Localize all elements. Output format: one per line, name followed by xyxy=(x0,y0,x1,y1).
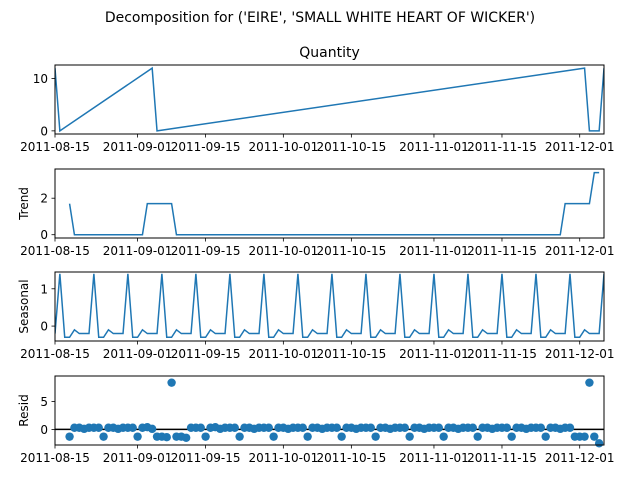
seasonal-x-tick-label: 2011-11-01 xyxy=(399,347,469,361)
seasonal-plot-area xyxy=(55,273,604,339)
resid-point xyxy=(133,432,142,441)
resid-point xyxy=(65,432,74,441)
resid-point xyxy=(230,423,239,432)
resid-point xyxy=(590,432,599,441)
resid-point xyxy=(167,378,176,387)
seasonal-series-line xyxy=(55,273,604,339)
resid-point xyxy=(298,423,307,432)
resid-x-tick-label: 2011-09-15 xyxy=(171,451,241,465)
resid-point xyxy=(439,432,448,441)
observed-plot-area xyxy=(55,66,604,133)
resid-point xyxy=(332,423,341,432)
resid-x-tick-label: 2011-12-01 xyxy=(545,451,615,465)
resid-point xyxy=(366,423,375,432)
resid-x-tick-label: 2011-08-15 xyxy=(20,451,90,465)
trend-ylabel: Trend xyxy=(17,187,31,221)
seasonal-y-tick-label: 0 xyxy=(40,320,48,334)
observed-x-tick-label: 2011-10-01 xyxy=(248,140,318,154)
figure-suptitle: Decomposition for ('EIRE', 'SMALL WHITE … xyxy=(105,10,535,26)
resid-point xyxy=(264,423,273,432)
resid-point xyxy=(196,423,205,432)
resid-point xyxy=(181,433,191,442)
trend-x-tick-label: 2011-08-15 xyxy=(20,244,90,258)
observed-x-tick-label: 2011-09-01 xyxy=(103,140,173,154)
resid-point xyxy=(337,432,346,441)
seasonal-x-tick-label: 2011-11-15 xyxy=(467,347,537,361)
resid-y-tick-label: 0 xyxy=(40,423,48,437)
resid-point xyxy=(565,423,575,432)
resid-point xyxy=(162,433,171,442)
resid-point xyxy=(235,432,244,441)
resid-point xyxy=(585,378,594,387)
seasonal-ylabel: Seasonal xyxy=(17,279,31,333)
resid-point xyxy=(99,432,108,441)
trend-x-tick-label: 2011-09-01 xyxy=(103,244,173,258)
resid-point xyxy=(468,423,478,432)
resid-point xyxy=(128,423,137,432)
resid-point xyxy=(371,432,380,441)
resid-x-tick-label: 2011-11-01 xyxy=(399,451,469,465)
trend-y-tick-label: 2 xyxy=(40,192,48,206)
observed-x-tick-label: 2011-09-15 xyxy=(171,140,241,154)
observed-axes-frame xyxy=(54,64,605,135)
trend-plot-area xyxy=(68,171,600,236)
resid-point xyxy=(507,432,516,441)
observed-x-tick-label: 2011-10-15 xyxy=(316,140,386,154)
resid-x-tick-label: 2011-10-15 xyxy=(316,451,386,465)
seasonal-x-tick-label: 2011-09-01 xyxy=(103,347,173,361)
resid-point xyxy=(541,432,550,441)
resid-ylabel: Resid xyxy=(17,394,31,426)
observed-title: Quantity xyxy=(299,45,360,61)
resid-point xyxy=(147,424,157,434)
seasonal-axes-frame xyxy=(54,271,605,342)
resid-point xyxy=(303,432,312,441)
resid-x-tick-label: 2011-10-01 xyxy=(248,451,318,465)
resid-point xyxy=(269,432,278,441)
trend-x-tick-label: 2011-10-01 xyxy=(248,244,318,258)
trend-series-line xyxy=(68,171,600,236)
observed-x-tick-label: 2011-08-15 xyxy=(20,140,90,154)
resid-x-tick-label: 2011-11-15 xyxy=(467,451,537,465)
observed-series-line xyxy=(55,66,604,133)
observed-x-tick-label: 2011-12-01 xyxy=(545,140,615,154)
resid-point xyxy=(94,423,103,432)
seasonal-y-tick-label: 1 xyxy=(40,282,48,296)
resid-axes-frame xyxy=(54,375,605,446)
seasonal-x-tick-label: 2011-10-01 xyxy=(248,347,318,361)
observed-y-tick-label: 10 xyxy=(33,72,48,86)
resid-point xyxy=(502,423,512,432)
seasonal-x-tick-label: 2011-08-15 xyxy=(20,347,90,361)
seasonal-x-tick-label: 2011-09-15 xyxy=(171,347,241,361)
resid-point xyxy=(473,432,482,441)
trend-x-tick-label: 2011-12-01 xyxy=(545,244,615,258)
resid-point xyxy=(580,432,589,441)
trend-x-tick-label: 2011-11-15 xyxy=(467,244,537,258)
resid-point xyxy=(594,439,604,448)
trend-axes-frame xyxy=(54,168,605,239)
seasonal-x-tick-label: 2011-12-01 xyxy=(545,347,615,361)
trend-y-tick-label: 0 xyxy=(40,228,48,242)
resid-y-tick-label: 5 xyxy=(40,395,48,409)
seasonal-x-tick-label: 2011-10-15 xyxy=(316,347,386,361)
observed-x-tick-label: 2011-11-01 xyxy=(399,140,469,154)
resid-point xyxy=(405,432,414,441)
trend-x-tick-label: 2011-10-15 xyxy=(316,244,386,258)
resid-point xyxy=(400,423,410,432)
trend-x-tick-label: 2011-11-01 xyxy=(399,244,469,258)
resid-point xyxy=(434,423,444,432)
resid-x-tick-label: 2011-09-01 xyxy=(103,451,173,465)
observed-x-tick-label: 2011-11-15 xyxy=(467,140,537,154)
trend-x-tick-label: 2011-09-15 xyxy=(171,244,241,258)
observed-y-tick-label: 0 xyxy=(40,124,48,138)
resid-point xyxy=(536,423,546,432)
resid-point xyxy=(201,432,210,441)
